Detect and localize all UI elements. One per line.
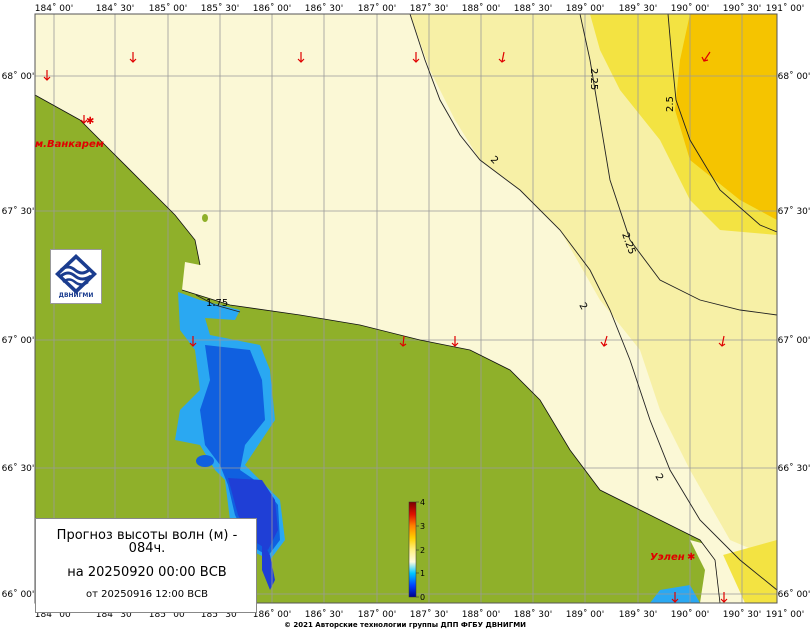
contour-label: 2 xyxy=(652,472,665,483)
lon-tick: 187˚ 30' xyxy=(410,3,448,14)
colorbar: 4 3 2 1 0 xyxy=(408,498,425,602)
lon-tick: 187˚ 30' xyxy=(410,609,448,620)
colorbar-tick: 2 xyxy=(420,546,425,555)
place-vankarem: м.Ванкарем xyxy=(35,139,104,150)
land-chukotka xyxy=(35,95,720,603)
lat-tick: 67˚ 30' xyxy=(778,206,810,217)
lon-tick: 190˚ 30' xyxy=(723,609,761,620)
wave-arrows xyxy=(43,51,728,603)
lon-tick: 188˚ 00' xyxy=(462,609,500,620)
contour-label: 2.25 xyxy=(588,68,599,90)
lon-tick: 188˚ 00' xyxy=(462,3,500,14)
lon-tick: 190˚ 30' xyxy=(723,3,761,14)
lon-tick: 185˚ 00' xyxy=(149,3,187,14)
wave-arrow xyxy=(297,52,305,63)
lagoon-deep xyxy=(228,478,278,550)
lat-tick: 66˚ 30' xyxy=(2,463,35,474)
lat-tick: 68˚ 00' xyxy=(2,71,35,82)
lon-tick: 185˚ 30' xyxy=(201,3,239,14)
lon-tick: 185˚ 00' xyxy=(149,609,187,620)
forecast-init-date: от 20250916 12:00 ВСВ xyxy=(86,589,208,600)
wave-logo-icon xyxy=(55,254,97,294)
wave-arrow xyxy=(701,51,711,62)
place-labels: м.Ванкарем Уэлен ✱ ✱ xyxy=(35,116,695,563)
lon-tick: 189˚ 30' xyxy=(619,3,657,14)
contour-label: 2.5 xyxy=(665,96,676,112)
lon-tick: 189˚ 30' xyxy=(619,609,657,620)
wave-arrow xyxy=(451,336,459,347)
lon-tick: 186˚ 00' xyxy=(253,3,291,14)
forecast-info-box: Прогноз высоты волн (м) - 084ч. на 20250… xyxy=(35,518,257,613)
lon-tick: 189˚ 00' xyxy=(566,3,604,14)
forecast-date: на 20250920 00:00 ВСВ xyxy=(67,565,227,580)
colorbar-tick: 4 xyxy=(420,498,425,507)
lat-tick: 68˚ 00' xyxy=(778,71,810,82)
lagoon-pond xyxy=(196,455,214,467)
star-icon: ✱ xyxy=(86,116,94,127)
lon-tick: 187˚ 00' xyxy=(358,3,396,14)
lat-ticks-left: 68˚ 00' 67˚ 30' 67˚ 00' 66˚ 30' 66˚ 00' xyxy=(2,71,35,600)
lon-tick: 185˚ 30' xyxy=(201,609,239,620)
wave-arrow xyxy=(720,592,728,603)
lon-tick: 184˚ 00' xyxy=(35,609,73,620)
wave-arrow xyxy=(129,52,137,63)
wave-arrow xyxy=(718,335,726,347)
lat-tick: 67˚ 00' xyxy=(778,335,810,346)
lat-tick: 66˚ 00' xyxy=(2,589,35,600)
lon-tick: 191˚ 00' xyxy=(766,609,804,620)
lat-ticks-right: 68˚ 00' 67˚ 30' 67˚ 00' 66˚ 30' 66˚ 00' xyxy=(778,71,810,600)
map-area xyxy=(35,14,777,603)
contours xyxy=(195,14,777,591)
lon-tick: 186˚ 00' xyxy=(253,609,291,620)
wave-arrow xyxy=(80,115,88,124)
place-uelen: Уэлен xyxy=(650,552,685,563)
lat-tick: 66˚ 00' xyxy=(778,589,810,600)
wave-arrow xyxy=(189,336,197,347)
lat-tick: 66˚ 30' xyxy=(778,463,810,474)
lon-tick: 186˚ 30' xyxy=(305,3,343,14)
lon-tick: 184˚ 30' xyxy=(96,3,134,14)
lon-ticks-bottom: 184˚ 00' 184˚ 30' 185˚ 00' 185˚ 30' 186˚… xyxy=(35,609,804,620)
lon-tick: 191˚ 00' xyxy=(766,3,804,14)
graticule xyxy=(35,14,777,603)
map-frame xyxy=(34,13,778,604)
colorbar-tick: 0 xyxy=(420,593,425,602)
wave-arrow xyxy=(412,52,420,63)
contour-label: 1.75 xyxy=(206,298,228,309)
wave-arrow xyxy=(498,51,506,63)
lon-tick: 186˚ 30' xyxy=(305,609,343,620)
star-icon: ✱ xyxy=(687,552,695,563)
lat-tick: 67˚ 30' xyxy=(2,206,35,217)
colorbar-tick: 1 xyxy=(420,569,425,578)
lon-tick: 190˚ 00' xyxy=(671,3,709,14)
sea-band-peak xyxy=(675,14,777,220)
colorbar-tick: 3 xyxy=(420,522,425,531)
lat-tick: 67˚ 00' xyxy=(2,335,35,346)
island xyxy=(202,214,208,222)
lon-tick: 184˚ 00' xyxy=(35,3,73,14)
wave-arrow xyxy=(43,70,51,81)
wave-arrow xyxy=(671,592,679,603)
lon-tick: 190˚ 00' xyxy=(671,609,709,620)
wave-arrow xyxy=(399,335,407,347)
lon-ticks-top: 184˚ 00' 184˚ 30' 185˚ 00' 185˚ 30' 186˚… xyxy=(35,3,804,14)
colorbar-gradient xyxy=(408,501,417,598)
lon-tick: 189˚ 00' xyxy=(566,609,604,620)
wave-arrow xyxy=(600,335,608,347)
copyright-notice: © 2021 Авторские технологии группы ДПП Ф… xyxy=(283,621,527,629)
logo-text: ДВНИГМИ xyxy=(58,292,94,299)
lon-tick: 184˚ 30' xyxy=(96,609,134,620)
lon-tick: 188˚ 30' xyxy=(514,3,552,14)
forecast-title: Прогноз высоты волн (м) - 084ч. xyxy=(56,528,238,556)
coastline xyxy=(35,94,721,603)
uelen-water-2 xyxy=(690,540,745,603)
dvnigmi-logo: ДВНИГМИ xyxy=(50,249,102,304)
lon-tick: 188˚ 30' xyxy=(514,609,552,620)
contour-label: 2 xyxy=(576,301,589,312)
lon-tick: 187˚ 00' xyxy=(358,609,396,620)
